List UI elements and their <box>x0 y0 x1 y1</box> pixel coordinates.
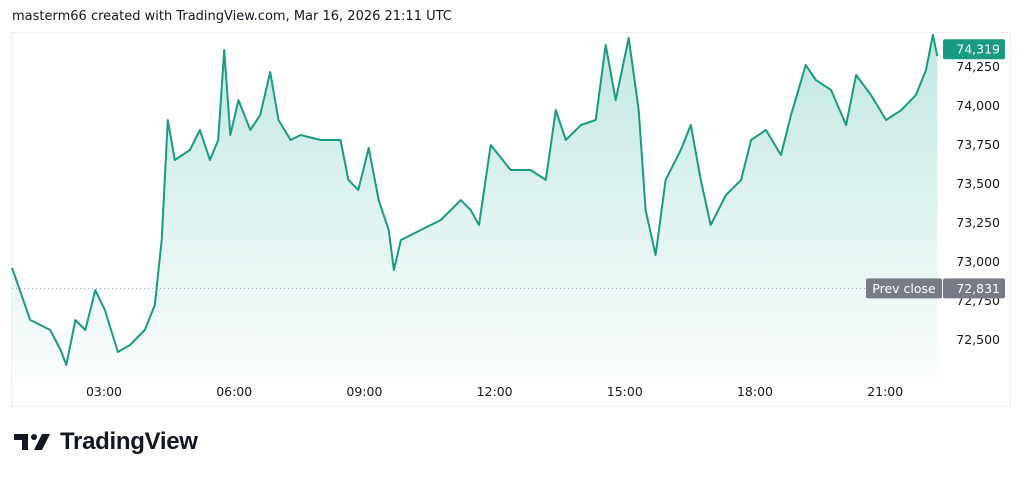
last-price-value: 74,319 <box>956 42 1000 57</box>
x-tick-label: 18:00 <box>737 384 773 399</box>
tradingview-logo-icon <box>14 434 50 450</box>
prev-close-label: Prev close <box>872 281 936 296</box>
y-tick-label: 73,250 <box>956 215 1000 230</box>
y-tick-label: 74,000 <box>956 98 1000 113</box>
x-tick-label: 21:00 <box>867 384 903 399</box>
prev-close-value: 72,831 <box>956 281 1000 296</box>
x-tick-label: 15:00 <box>607 384 643 399</box>
y-tick-label: 74,250 <box>956 59 1000 74</box>
prev-close-badge <box>866 278 942 299</box>
y-tick-label: 73,500 <box>956 176 1000 191</box>
y-tick-label: 73,000 <box>956 254 1000 269</box>
price-line <box>11 34 939 366</box>
tradingview-logo[interactable]: TradingView <box>14 428 198 456</box>
x-tick-label: 12:00 <box>477 384 513 399</box>
tradingview-logo-text: TradingView <box>60 428 198 455</box>
y-tick-label: 72,500 <box>956 332 1000 347</box>
y-tick-label: 73,750 <box>956 137 1000 152</box>
x-tick-label: 09:00 <box>346 384 382 399</box>
price-area-fill <box>12 35 938 380</box>
x-tick-label: 03:00 <box>86 384 122 399</box>
chart-caption: masterm66 created with TradingView.com, … <box>12 9 452 24</box>
x-tick-label: 06:00 <box>216 384 252 399</box>
prev-close-value-badge <box>943 278 1005 299</box>
chart-pane[interactable] <box>11 32 1011 407</box>
last-price-badge <box>943 39 1005 60</box>
price-chart[interactable]: 03:00 06:00 09:00 12:00 15:00 18:00 21:00 72,5… <box>0 0 1024 420</box>
